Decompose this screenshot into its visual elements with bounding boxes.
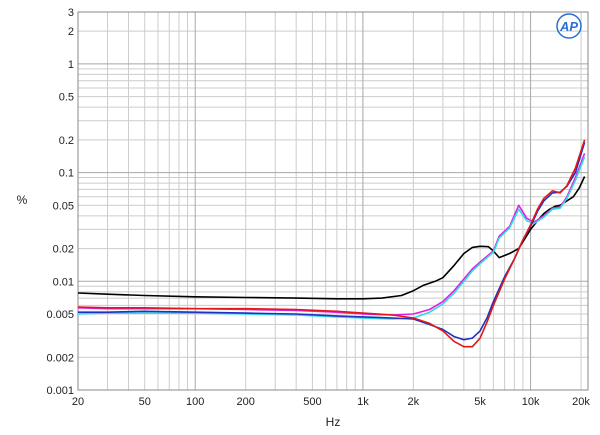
y-axis-title: % (17, 193, 28, 207)
x-tick-label: 20k (572, 396, 590, 408)
y-tick-labels: 0.001 0.002 0.005 0.01 0.02 0.05 0.1 0.2 0.5 1 2 3 (46, 7, 74, 397)
y-tick-label: 0.02 (53, 244, 74, 256)
x-tick-label: 5k (474, 396, 486, 408)
x-tick-label: 500 (303, 396, 321, 408)
x-tick-label: 1k (357, 396, 369, 408)
y-tick-label: 0.5 (59, 92, 74, 104)
series-line-1 (77, 176, 586, 300)
series-line-2 (77, 153, 586, 316)
y-tick-label: 2 (68, 26, 74, 38)
x-tick-label: 2k (408, 396, 420, 408)
series-lines (77, 139, 586, 348)
x-tick-label: 100 (186, 396, 204, 408)
plot-frame (77, 11, 589, 391)
y-tick-label: 0.2 (59, 135, 74, 147)
x-tick-label: 10k (522, 396, 540, 408)
x-tick-label: 200 (237, 396, 255, 408)
logo-text: AP (559, 19, 578, 34)
x-tick-labels: 20 50 100 200 500 1k 2k 5k 10k 20k (72, 396, 591, 408)
minor-gridlines (77, 11, 588, 390)
series-line-3 (77, 156, 586, 320)
y-tick-label: 0.002 (46, 352, 74, 364)
x-tick-label: 50 (139, 396, 151, 408)
x-axis-title: Hz (326, 415, 341, 429)
y-tick-label: 0.005 (46, 309, 74, 321)
y-tick-label: 0.05 (53, 200, 74, 212)
series-line-4 (78, 142, 586, 341)
x-tick-label: 20 (72, 396, 84, 408)
y-tick-label: 3 (68, 7, 74, 19)
y-tick-label: 0.001 (46, 385, 74, 397)
y-tick-label: 0.1 (59, 168, 74, 180)
y-tick-label: 0.01 (53, 276, 74, 288)
y-tick-label: 1 (68, 59, 74, 71)
audio-precision-logo: AP (556, 13, 582, 39)
series-line-5 (77, 139, 586, 348)
